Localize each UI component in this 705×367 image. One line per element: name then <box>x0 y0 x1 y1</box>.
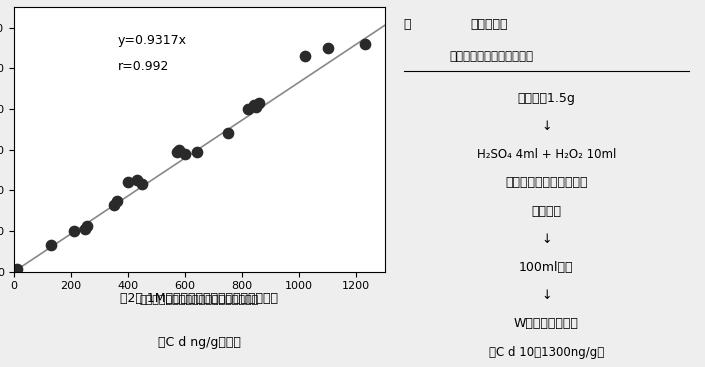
Point <box>191 149 202 155</box>
Point <box>80 226 91 232</box>
Text: r=0.992: r=0.992 <box>118 60 169 73</box>
Point <box>251 104 262 110</box>
Point <box>248 102 259 108</box>
Point <box>359 41 370 47</box>
Point <box>322 45 333 51</box>
Point <box>180 151 191 157</box>
Text: W炉原子吸光測光: W炉原子吸光測光 <box>514 317 579 330</box>
Text: 注: 注 <box>404 18 411 31</box>
Point <box>109 201 120 207</box>
Text: ↓: ↓ <box>541 120 551 133</box>
Point <box>81 223 92 229</box>
Point <box>243 106 254 112</box>
Text: ↓: ↓ <box>541 289 551 302</box>
Point <box>46 242 57 248</box>
Text: ブロックダイジェスター: ブロックダイジェスター <box>505 177 587 189</box>
Text: 図2　 1M塩酸抽出法と酸加熱分解法の比較: 図2 1M塩酸抽出法と酸加熱分解法の比較 <box>121 291 278 305</box>
Point <box>299 53 310 59</box>
Text: 玄米粒　1.5g: 玄米粒 1.5g <box>517 92 575 105</box>
Point <box>174 147 185 153</box>
Text: 酸加熱分解: 酸加熱分解 <box>470 18 508 31</box>
Point <box>11 266 23 272</box>
Text: （C d 10～1300ng/g）: （C d 10～1300ng/g） <box>489 346 604 359</box>
Text: （C d ng/g乾物）: （C d ng/g乾物） <box>158 335 241 349</box>
Point <box>111 199 123 204</box>
Text: H₂SO₄ 4ml + H₂O₂ 10ml: H₂SO₄ 4ml + H₂O₂ 10ml <box>477 148 616 161</box>
Text: ↓: ↓ <box>541 233 551 246</box>
Point <box>68 228 80 234</box>
Text: 加熱分解: 加熱分解 <box>532 205 561 218</box>
Point <box>137 181 148 187</box>
Text: 100ml定容: 100ml定容 <box>519 261 574 274</box>
Point <box>131 177 142 183</box>
Point <box>171 149 182 155</box>
Text: タングステン炉原子吸光法: タングステン炉原子吸光法 <box>449 50 534 63</box>
Text: y=0.9317x: y=0.9317x <box>118 34 187 47</box>
Point <box>123 179 134 185</box>
X-axis label: 酸加熱分解・タングステン炉原子吸光法: 酸加熱分解・タングステン炉原子吸光法 <box>140 295 259 305</box>
Point <box>254 100 265 106</box>
Point <box>222 130 233 136</box>
